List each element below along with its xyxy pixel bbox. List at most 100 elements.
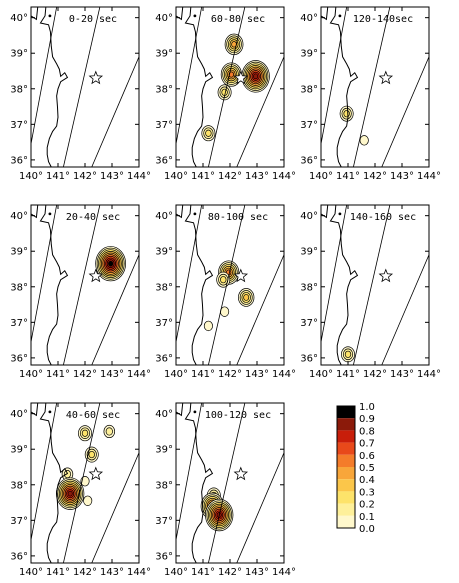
lon-tick-label: 144° [127, 171, 151, 182]
plate-boundary [176, 403, 203, 540]
coastline [329, 205, 359, 365]
lat-tick-label: 39° [300, 247, 318, 258]
map-frame [175, 402, 285, 564]
lat-tick-label: 36° [10, 353, 28, 364]
plate-boundary [31, 205, 58, 342]
lon-tick-label: 142° [73, 171, 97, 182]
island [48, 410, 52, 414]
map-frame [30, 204, 140, 366]
colorbar-swatch [337, 406, 355, 419]
plate-boundary [176, 7, 203, 144]
lat-tick-label: 39° [300, 49, 318, 60]
source-contour [108, 260, 114, 267]
lat-tick-label: 38° [300, 282, 318, 293]
coastline [39, 205, 69, 365]
colorbar-label: 0.6 [359, 451, 375, 462]
source-contour [83, 495, 93, 506]
lat-tick-label: 36° [155, 551, 173, 562]
coastline-west [31, 205, 39, 219]
source-contour [205, 129, 212, 137]
coastline-west [31, 403, 39, 417]
plate-boundary [63, 403, 101, 563]
lon-tick-label: 143° [245, 567, 269, 578]
lat-tick-label: 36° [300, 353, 318, 364]
colorbar-label: 1.0 [359, 402, 375, 413]
colorbar-label: 0.4 [359, 475, 375, 486]
map-panel: 140° 141° 142° 143° 144° 40° 39° 38° 37° 36° 0-20 … [10, 6, 151, 182]
lat-tick-label: 38° [10, 480, 28, 491]
map-frame [320, 204, 430, 366]
island [193, 14, 197, 18]
lat-tick-label: 39° [10, 445, 28, 456]
lat-tick-label: 37° [155, 120, 173, 131]
plate-boundary [236, 254, 284, 365]
source-contour [343, 110, 350, 118]
lon-tick-label: 140° [164, 171, 188, 182]
lon-tick-label: 141° [46, 171, 70, 182]
coastline-west [176, 7, 184, 21]
lat-tick-label: 38° [155, 282, 173, 293]
colorbar-swatch [337, 467, 355, 480]
lon-tick-label: 142° [218, 567, 242, 578]
source-contour [67, 490, 73, 497]
lat-tick-label: 40° [10, 13, 28, 24]
panel-title: 0-20 sec [69, 14, 117, 25]
lat-tick-label: 40° [155, 409, 173, 420]
lat-tick-label: 37° [10, 318, 28, 329]
coastline [39, 7, 69, 167]
lat-tick-label: 36° [300, 155, 318, 166]
lon-tick-label: 144° [417, 171, 441, 182]
colorbar-frame [336, 405, 356, 529]
star-icon [378, 70, 394, 85]
map-panel: 140° 141° 142° 143° 144° 40° 39° 38° 37° 36° 120-1… [300, 6, 441, 182]
plate-boundary [353, 205, 391, 365]
plate-boundary [236, 56, 284, 167]
colorbar-label: 0.5 [359, 463, 375, 474]
source-contour [344, 350, 352, 358]
plate-boundary [208, 205, 246, 365]
colorbar-label: 0.2 [359, 500, 375, 511]
lon-tick-label: 144° [272, 567, 296, 578]
lat-tick-label: 38° [300, 84, 318, 95]
lat-tick-label: 37° [300, 318, 318, 329]
lat-tick-label: 38° [155, 480, 173, 491]
coastline-west [321, 7, 329, 21]
source-contour [105, 427, 113, 436]
star-icon [88, 268, 104, 283]
coastline [329, 7, 359, 167]
lon-tick-label: 143° [100, 369, 124, 380]
map-panel: 140° 141° 142° 143° 144° 40° 39° 38° 37° 36° 40-60… [10, 402, 151, 578]
map-panel: 140° 141° 142° 143° 144° 40° 39° 38° 37° 36° 20-40… [10, 204, 151, 380]
lat-tick-label: 38° [10, 84, 28, 95]
lat-tick-label: 39° [155, 49, 173, 60]
lon-tick-label: 142° [218, 369, 242, 380]
map-panel: 140° 141° 142° 143° 144° 40° 39° 38° 37° 36° 100-1… [155, 402, 296, 578]
colorbar-swatch [337, 454, 355, 467]
lon-tick-label: 144° [127, 369, 151, 380]
island [48, 14, 52, 18]
map-panel: 140° 141° 142° 143° 144° 40° 39° 38° 37° 36° 140-1… [300, 204, 441, 380]
island [48, 212, 52, 216]
plate-boundary [63, 7, 101, 167]
lon-tick-label: 140° [309, 171, 333, 182]
plate-boundary [381, 254, 429, 365]
lon-tick-label: 144° [272, 369, 296, 380]
lon-tick-label: 141° [46, 369, 70, 380]
map-frame [175, 204, 285, 366]
lon-tick-label: 144° [127, 567, 151, 578]
source-contour [203, 320, 213, 332]
lon-tick-label: 143° [390, 369, 414, 380]
lon-tick-label: 142° [363, 171, 387, 182]
colorbar-swatch [337, 442, 355, 455]
map-panel: 140° 141° 142° 143° 144° 40° 39° 38° 37° 36° 80-10… [155, 204, 296, 380]
colorbar-swatch [337, 418, 355, 431]
lat-tick-label: 39° [155, 445, 173, 456]
colorbar-label: 0.3 [359, 487, 375, 498]
lon-tick-label: 143° [100, 171, 124, 182]
star-icon [233, 268, 249, 283]
coastline-west [176, 403, 184, 417]
star-icon [88, 466, 104, 481]
plate-boundary [236, 452, 284, 563]
lat-tick-label: 37° [155, 516, 173, 527]
panel-title: 60-80 sec [211, 14, 265, 25]
